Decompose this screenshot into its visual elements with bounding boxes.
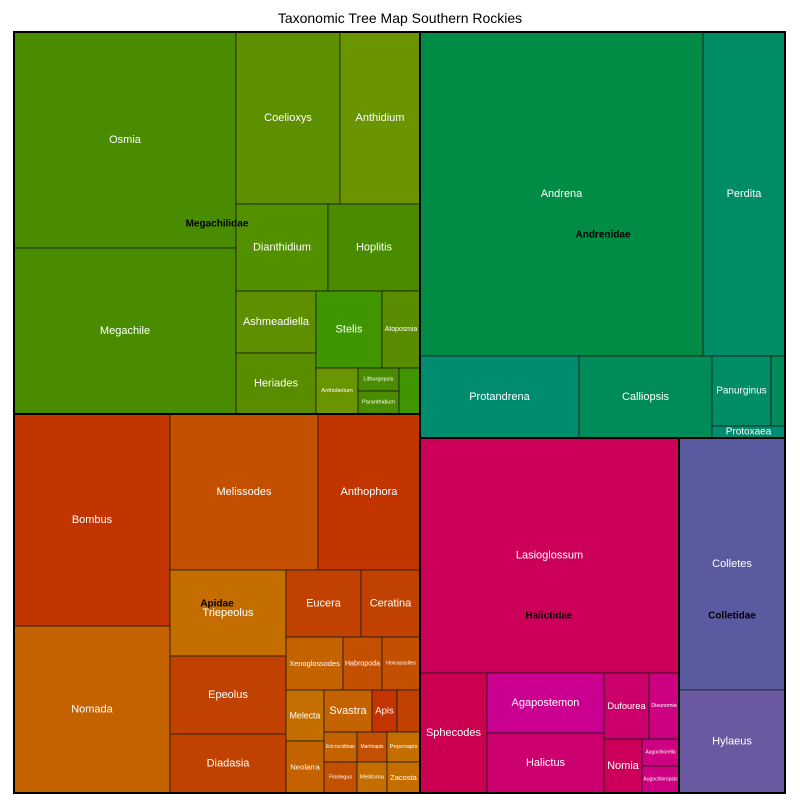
treemap-cell-sphecodes — [419, 672, 488, 794]
treemap-cell-anthidiellum — [315, 367, 359, 415]
treemap-cell-agapostemon — [486, 672, 605, 734]
treemap-cell-pseudopanurgus — [770, 355, 786, 427]
family-group-halictidae: Lasioglossum Sphecodes Agapostemon Halictus… — [419, 437, 680, 794]
treemap-cell-diadasia — [169, 733, 287, 794]
cell-label-osmia: Osmia — [109, 134, 142, 146]
cell-label-coelioxys: Coelioxys — [264, 112, 312, 124]
cell-label-halictus: Halictus — [526, 757, 566, 769]
treemap-cell-bombus — [13, 413, 171, 627]
cell-label-andrena: Andrena — [541, 188, 583, 200]
cell-label-lithurgopsis: Lithurgopsis — [363, 377, 393, 383]
cell-label-eucera: Eucera — [306, 598, 342, 610]
treemap-cell-halictus — [486, 732, 605, 794]
cell-label-diadasia: Diadasia — [207, 758, 251, 770]
family-group-andrenidae: Andrena Perdita Protandrena Calliopsis Panur… — [419, 31, 786, 439]
cell-label-epeolus: Epeolus — [208, 689, 248, 701]
cell-label-dufourea: Dufourea — [607, 701, 646, 711]
cell-label-augochloropsis: Augochloropsis — [643, 777, 678, 783]
treemap-cell-perdita — [702, 31, 786, 357]
cell-label-holcopasites: Holcopasites — [386, 661, 416, 667]
cell-label-colletes: Colletes — [712, 558, 752, 570]
treemap-cell-atoposmia — [381, 290, 421, 369]
cell-label-peponapis: Peponapis — [390, 744, 418, 750]
treemap-cell-andrena — [419, 31, 704, 357]
treemap-cell-anthidium — [339, 31, 421, 205]
treemap-cell-melecta — [285, 689, 325, 742]
cell-label-svastra: Svastra — [329, 705, 367, 717]
cell-label-sphecodes: Sphecodes — [426, 727, 482, 739]
cell-label-triepeolus: Triepeolus — [203, 607, 254, 619]
chart-title: Taxonomic Tree Map Southern Rockies — [277, 10, 523, 26]
cell-label-martinapis: Martinapis — [360, 744, 384, 750]
treemap-cell-habropoda — [342, 636, 383, 691]
family-group-apidae: Bombus Nomada Melissodes Anthophora Triepeol… — [13, 413, 421, 794]
cell-label-protoxaea: Protoxaea — [726, 427, 772, 438]
cell-label-anthidiellum: Anthidiellum — [321, 388, 353, 394]
treemap-cell-xeromelecta — [396, 689, 421, 733]
treemap-cell-epeolus — [169, 655, 287, 735]
treemap-cell-dianthidium — [235, 203, 329, 292]
treemap-cell-lasioglossum — [419, 437, 680, 674]
cell-label-dianthidium: Dianthidium — [253, 242, 311, 254]
cell-label-lasioglossum: Lasioglossum — [516, 550, 583, 562]
treemap-cell-zacesta — [386, 761, 421, 794]
treemap-cell-apis — [371, 689, 398, 733]
treemap-cell-anthophora — [317, 413, 421, 571]
treemap-cell-martinapis — [356, 731, 388, 763]
cell-label-anthidium: Anthidium — [356, 112, 405, 124]
cell-label-megachile: Megachile — [100, 325, 150, 337]
cell-label-apis: Apis — [375, 706, 394, 717]
treemap-cell-hoplitis — [327, 203, 421, 292]
cell-label-bombus: Bombus — [72, 514, 113, 526]
cell-label-melitoma: Melitoma — [360, 775, 385, 781]
treemap-cell-nomia — [603, 738, 643, 794]
cell-label-atoposmia: Atoposmia — [385, 326, 418, 333]
treemap-cell-ashmeadiella — [235, 290, 317, 354]
cell-label-neolarra: Neolarra — [290, 763, 320, 772]
family-group-megachilidae: Osmia Megachile Coelioxys Anthidium Dianthid… — [13, 31, 421, 415]
treemap-cell-protandrena — [419, 355, 580, 439]
family-label-andrenidae: Andrenidae — [575, 230, 630, 241]
cell-label-protandrena: Protandrena — [469, 391, 530, 403]
cell-label-hoplitis: Hoplitis — [356, 242, 393, 254]
treemap-cell-florilegus — [323, 761, 358, 794]
cell-label-zacesta: Zacosta — [390, 773, 418, 782]
family-label-colletidae: Colletidae — [708, 611, 756, 622]
treemap-cell-ceratina — [360, 569, 421, 638]
treemap-cell-xenoglossodes — [285, 636, 344, 691]
cell-label-stelis: Stelis — [336, 324, 363, 336]
treemap-cell-eucera — [285, 569, 362, 638]
cell-label-augochlorella: Augochlorella — [645, 750, 676, 756]
cell-label-ashmeadiella: Ashmeadiella — [243, 316, 310, 328]
cell-label-xenoglossodes: Xenoglossodes — [289, 659, 340, 668]
cell-label-nomada: Nomada — [71, 704, 113, 716]
cell-label-hylaeus: Hylaeus — [712, 736, 752, 748]
treemap-cell-heriades — [235, 352, 317, 415]
cell-label-agapostemon: Agapostemon — [512, 697, 580, 709]
cell-label-florilegus: Florilegus — [329, 775, 352, 781]
cell-label-melissodes: Melissodes — [216, 486, 272, 498]
cell-label-perdita: Perdita — [727, 188, 763, 200]
treemap-frame — [13, 31, 786, 794]
family-label-halictidae: Halictidae — [525, 611, 573, 622]
cell-label-dieunomia: Dieunomia — [651, 703, 676, 709]
family-label-megachilidae: Megachilidae — [186, 219, 249, 230]
cell-label-habropoda: Habropoda — [345, 660, 380, 668]
cell-label-melecta: Melecta — [290, 711, 321, 721]
cell-label-nomia: Nomia — [607, 760, 640, 772]
treemap-cell-melissodes — [169, 413, 319, 571]
cell-label-ceratina: Ceratina — [370, 598, 412, 610]
family-label-apidae: Apidae — [200, 599, 234, 610]
cell-label-heriades: Heriades — [254, 378, 299, 390]
treemap-cell-protosmia — [398, 367, 421, 415]
treemap-cell-holcopasites — [381, 636, 421, 691]
cell-label-panurginus: Panurginus — [716, 386, 767, 397]
treemap-cell-calliopsis — [578, 355, 713, 439]
cell-label-ericrocidinae: Ericrocidinae — [326, 744, 355, 750]
cell-label-anthophora: Anthophora — [341, 486, 399, 498]
treemap-cell-stelis — [315, 290, 383, 369]
cell-label-paranthidium: Paranthidium — [362, 400, 395, 406]
cell-label-calliopsis: Calliopsis — [622, 391, 670, 403]
